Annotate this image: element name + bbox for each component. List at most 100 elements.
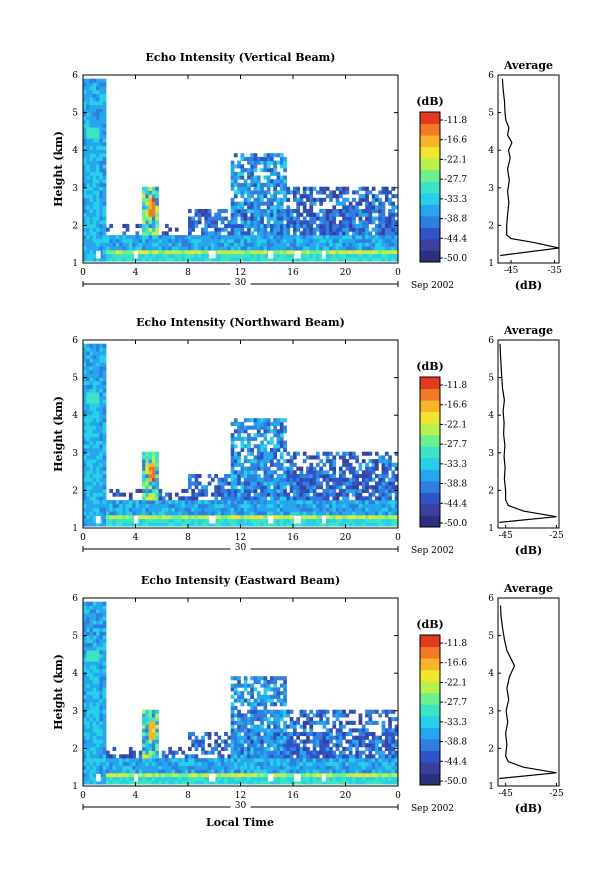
heatmap-cell [155, 515, 159, 520]
heatmap-cell [256, 522, 261, 527]
heatmap-cell [276, 190, 281, 195]
heatmap-cell [171, 238, 176, 243]
heatmap-cell [371, 186, 376, 191]
heatmap-cell [188, 735, 192, 740]
heatmap-cell [128, 257, 133, 262]
heatmap-cell [227, 780, 232, 785]
heatmap-cell [384, 197, 389, 202]
heatmap-cell [89, 496, 94, 501]
heatmap-cell [263, 209, 268, 214]
heatmap-cell [83, 713, 87, 718]
heatmap-cell [256, 518, 261, 523]
heatmap-cell [99, 235, 104, 240]
heatmap-cell [270, 182, 274, 187]
heatmap-cell [102, 354, 107, 359]
heatmap-cell [283, 182, 287, 187]
heatmap-cell [266, 440, 271, 445]
heatmap-cell [289, 780, 294, 785]
heatmap-cell [151, 235, 156, 240]
heatmap-cell [345, 466, 350, 471]
heatmap-cell [296, 190, 300, 195]
heatmap-cell [375, 209, 379, 214]
heatmap-cell [279, 429, 284, 434]
heatmap-cell [243, 253, 248, 258]
heatmap-cell [224, 477, 228, 482]
heatmap-cell [102, 212, 107, 217]
heatmap-cell [279, 223, 284, 228]
heatmap-cell [247, 477, 251, 482]
heatmap-cell [230, 201, 235, 206]
heatmap-cell [184, 765, 189, 770]
heatmap-cell [145, 746, 149, 751]
heatmap-cell [145, 223, 149, 228]
heatmap-cell [253, 773, 258, 778]
heatmap-cell [86, 515, 90, 520]
heatmap-cell [243, 720, 248, 725]
heatmap-cell [138, 515, 143, 520]
heatmap-cell [243, 182, 248, 187]
heatmap-cell [214, 503, 218, 508]
heatmap-cell [332, 223, 337, 228]
heatmap-cell [99, 492, 104, 497]
heatmap-cell [109, 765, 113, 770]
heatmap-cell [263, 238, 268, 243]
heatmap-cell [270, 503, 274, 508]
heatmap-cell [89, 421, 94, 426]
heatmap-cell [230, 231, 235, 236]
heatmap-cell [335, 227, 340, 232]
heatmap-cell [391, 205, 396, 210]
heatmap-cell [92, 694, 97, 699]
heatmap-cell [266, 246, 271, 251]
heatmap-cell [83, 384, 87, 389]
heatmap-cell [89, 459, 94, 464]
heatmap-cell [224, 257, 228, 262]
heatmap-cell [352, 515, 356, 520]
heatmap-cell [237, 429, 241, 434]
heatmap-cell [247, 160, 251, 165]
heatmap-cell [89, 507, 94, 512]
heatmap-cell [86, 683, 90, 688]
heatmap-cell [338, 246, 343, 251]
heatmap-cell [96, 481, 100, 486]
heatmap-cell [312, 474, 317, 479]
heatmap-cell [316, 481, 320, 486]
heatmap-cell [302, 238, 307, 243]
heatmap-cell [279, 153, 284, 158]
heatmap-cell [253, 728, 258, 733]
heatmap-cell [237, 735, 241, 740]
heatmap-cell [279, 466, 284, 471]
heatmap-cell [306, 717, 310, 722]
heatmap-cell [316, 190, 320, 195]
heatmap-cell [276, 429, 281, 434]
heatmap-cell [286, 466, 291, 471]
heatmap-cell [378, 235, 382, 240]
heatmap-cell [151, 761, 156, 766]
heatmap-cell [92, 635, 97, 640]
heatmap-cell [270, 750, 274, 755]
heatmap-cell [148, 735, 153, 740]
heatmap-cell [86, 369, 90, 374]
heatmap-cell [342, 235, 346, 240]
heatmap-cell [233, 429, 238, 434]
heatmap-cell [329, 190, 333, 195]
heatmap-cell [83, 616, 87, 621]
heatmap-cell [237, 477, 241, 482]
data-gap [294, 250, 301, 259]
heatmap-cell [151, 750, 156, 755]
profile-x-tick-label: -45 [504, 266, 519, 276]
heatmap-cells [83, 601, 399, 785]
heatmap-cell [194, 235, 199, 240]
heatmap-cell [102, 750, 107, 755]
heatmap-cell [240, 190, 245, 195]
heatmap-cell [128, 492, 133, 497]
heatmap-cell [266, 216, 271, 221]
heatmap-cell [99, 503, 104, 508]
heatmap-cell [250, 488, 254, 493]
heatmap-cell [86, 130, 90, 135]
heatmap-cell [247, 485, 251, 490]
heatmap-cell [89, 373, 94, 378]
heatmap-cell [266, 769, 271, 774]
heatmap-cell [194, 477, 199, 482]
heatmap-cell [132, 503, 136, 508]
heatmap-cell [312, 212, 317, 217]
